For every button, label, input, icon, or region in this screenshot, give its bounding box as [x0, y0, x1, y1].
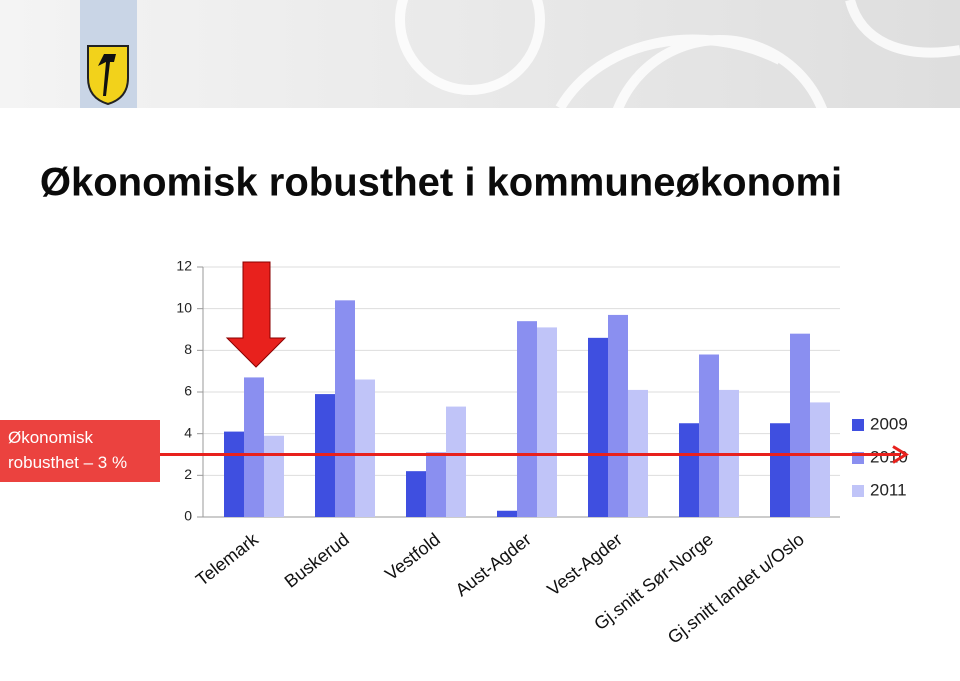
bar: [608, 314, 628, 517]
bar: [446, 406, 466, 517]
y-tick-label: 4: [184, 424, 192, 440]
y-tick-label: 2: [184, 466, 192, 482]
bar: [355, 379, 375, 517]
bar: [426, 452, 446, 517]
bar: [537, 327, 557, 517]
y-tick-label: 10: [176, 299, 192, 315]
bar: [810, 402, 830, 517]
plot: 0 2 4 6 8 10 12 Telemark Buskerud Vestfold Aust-Ag…: [0, 258, 909, 648]
slide-title: Økonomisk robusthet i kommuneøkonomi: [40, 161, 842, 205]
y-tick-label: 12: [176, 258, 192, 274]
x-tick-label: Buskerud: [281, 529, 353, 592]
y-tick-label: 0: [184, 508, 192, 524]
bar: [679, 423, 699, 517]
bar: [588, 337, 608, 517]
x-tick-label: Vestfold: [381, 529, 444, 584]
threshold-label-box: [0, 420, 160, 482]
bar: [517, 321, 537, 517]
legend-label: 2009: [870, 414, 908, 433]
bar: [790, 333, 810, 517]
x-tick-label: Telemark: [192, 529, 263, 590]
legend-swatch: [852, 485, 864, 497]
threshold-label: Økonomisk robusthet – 3 %: [8, 428, 127, 472]
x-tick-label: Vest-Agder: [543, 529, 625, 600]
bar: [244, 377, 264, 517]
bar: [264, 435, 284, 517]
y-tick-label: 8: [184, 341, 192, 357]
legend-label: 2010: [870, 447, 908, 466]
x-tick-label: Aust-Agder: [452, 529, 535, 600]
legend-swatch: [852, 419, 864, 431]
bar: [406, 471, 426, 517]
legend-label: 2011: [870, 480, 907, 499]
highlight-arrow: [225, 261, 287, 368]
bar: [699, 354, 719, 517]
header-decor: [395, 0, 960, 265]
bar: [770, 423, 790, 517]
threshold-arrowhead: [892, 445, 909, 464]
logo: [80, 0, 137, 108]
bar: [224, 431, 244, 517]
bar: [335, 300, 355, 517]
y-tick-label: 6: [184, 383, 192, 399]
bar: [497, 510, 517, 517]
